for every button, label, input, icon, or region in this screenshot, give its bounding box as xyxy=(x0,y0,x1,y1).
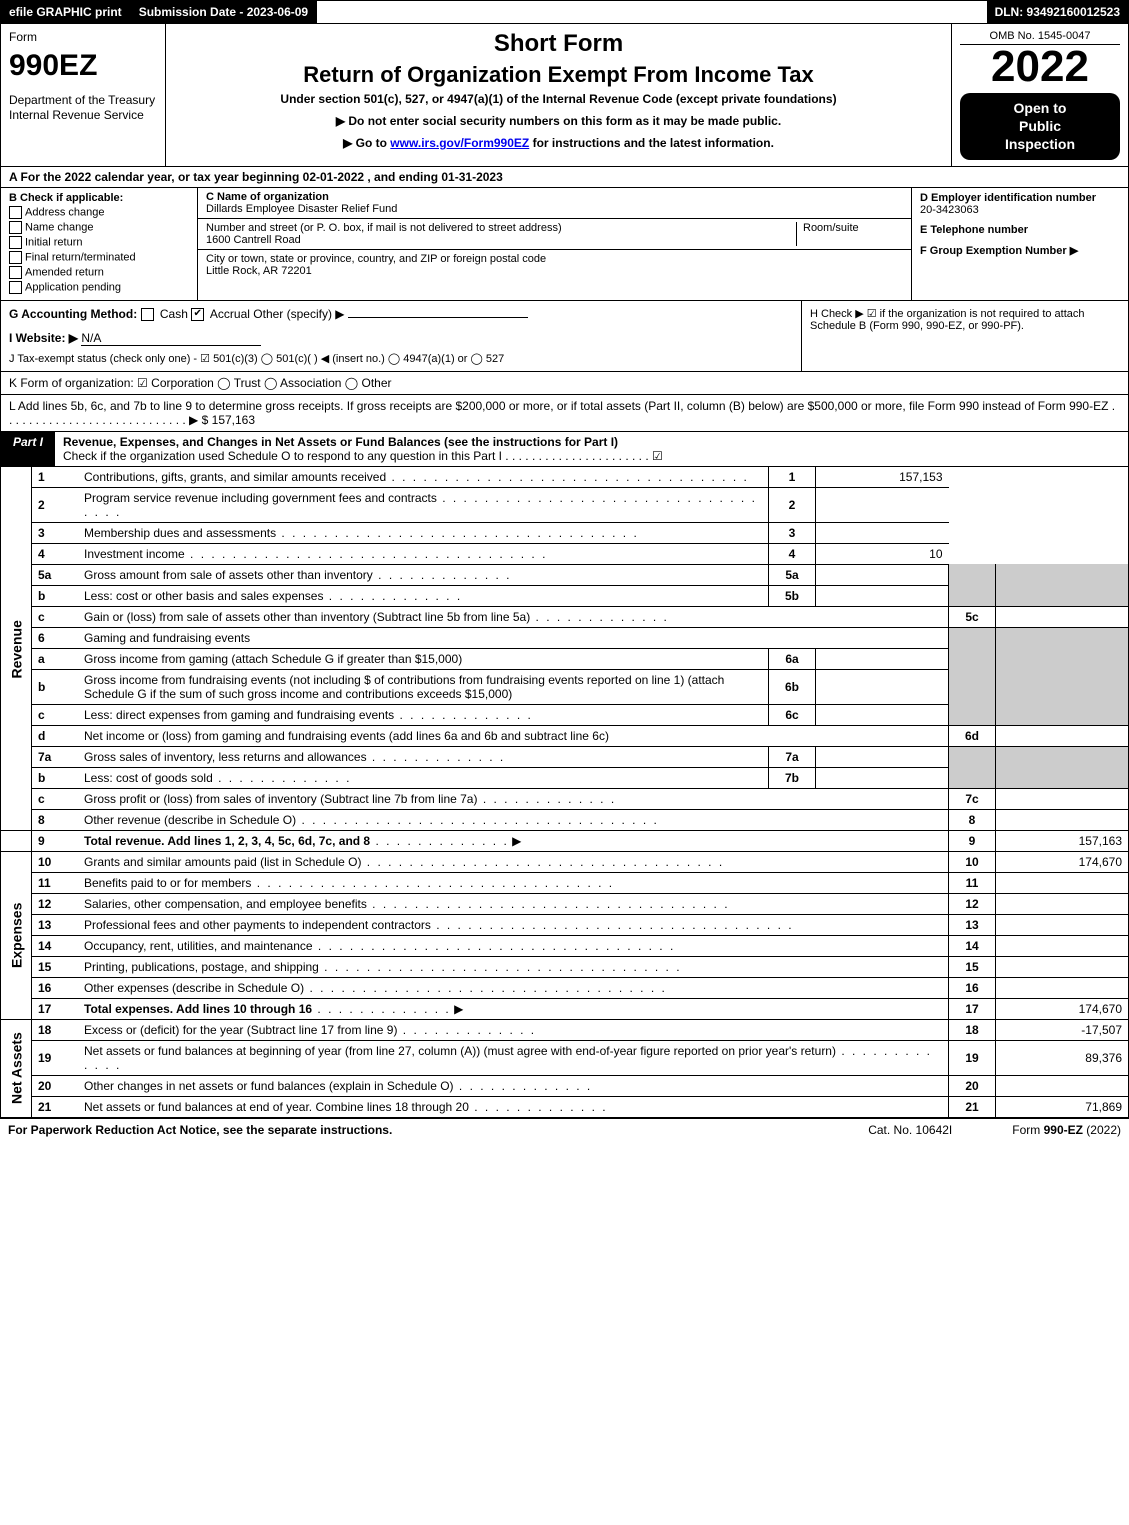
group-exemption-label: F Group Exemption Number ▶ xyxy=(920,244,1120,257)
instr-suffix: for instructions and the latest informat… xyxy=(529,136,774,150)
i-label: I Website: ▶ xyxy=(9,331,78,345)
ein-value: 20-3423063 xyxy=(920,204,1120,216)
form-word: Form xyxy=(9,30,157,46)
line-20: 20Other changes in net assets or fund ba… xyxy=(1,1075,1129,1096)
section-b: B Check if applicable: Address change Na… xyxy=(1,188,198,300)
side-revenue: Revenue xyxy=(1,467,32,831)
section-c: C Name of organization Dillards Employee… xyxy=(198,188,911,300)
line-2: 2Program service revenue including gover… xyxy=(1,487,1129,522)
instr-ssn: ▶ Do not enter social security numbers o… xyxy=(174,114,943,128)
ein-label: D Employer identification number xyxy=(920,192,1120,204)
efile-label: efile GRAPHIC print xyxy=(1,1,131,23)
footer-right: Form 990-EZ (2022) xyxy=(1012,1123,1121,1137)
instr-prefix: ▶ Go to xyxy=(343,136,390,150)
line-6d: dNet income or (loss) from gaming and fu… xyxy=(1,725,1129,746)
line-10: Expenses 10Grants and similar amounts pa… xyxy=(1,851,1129,872)
section-h: H Check ▶ ☑ if the organization is not r… xyxy=(801,301,1128,371)
return-title: Return of Organization Exempt From Incom… xyxy=(174,62,943,88)
section-l-amount: 157,163 xyxy=(212,413,255,427)
phone-label: E Telephone number xyxy=(920,224,1120,236)
header-right: OMB No. 1545-0047 2022 Open to Public In… xyxy=(952,24,1128,166)
line-5c: cGain or (loss) from sale of assets othe… xyxy=(1,606,1129,627)
part1-label: Part I xyxy=(1,432,55,466)
line-7c: cGross profit or (loss) from sales of in… xyxy=(1,788,1129,809)
line-4: 4Investment income410 xyxy=(1,543,1129,564)
cb-final-return[interactable]: Final return/terminated xyxy=(9,251,189,264)
line-1: Revenue 1 Contributions, gifts, grants, … xyxy=(1,467,1129,488)
footer-cat: Cat. No. 10642I xyxy=(868,1123,952,1137)
public-inspection-badge: Open to Public Inspection xyxy=(960,93,1120,160)
header-center: Short Form Return of Organization Exempt… xyxy=(166,24,952,166)
line-13: 13Professional fees and other payments t… xyxy=(1,914,1129,935)
line-11: 11Benefits paid to or for members11 xyxy=(1,872,1129,893)
line-6: 6Gaming and fundraising events xyxy=(1,627,1129,648)
org-name-label: C Name of organization xyxy=(206,191,903,203)
line-5a: 5aGross amount from sale of assets other… xyxy=(1,564,1129,585)
website-value: N/A xyxy=(81,331,261,346)
sections-d-e-f: D Employer identification number 20-3423… xyxy=(911,188,1128,300)
street-label: Number and street (or P. O. box, if mail… xyxy=(206,222,796,234)
dln: DLN: 93492160012523 xyxy=(987,1,1128,23)
sections-g-h: G Accounting Method: Cash Accrual Other … xyxy=(0,301,1129,372)
line-16: 16Other expenses (describe in Schedule O… xyxy=(1,977,1129,998)
tax-year: 2022 xyxy=(960,45,1120,89)
lines-table: Revenue 1 Contributions, gifts, grants, … xyxy=(0,467,1129,1118)
g-label: G Accounting Method: xyxy=(9,307,137,321)
cb-cash[interactable] xyxy=(141,308,154,321)
org-name: Dillards Employee Disaster Relief Fund xyxy=(206,203,903,215)
cb-address-change[interactable]: Address change xyxy=(9,206,189,219)
irs-link[interactable]: www.irs.gov/Form990EZ xyxy=(390,136,529,150)
page-footer: For Paperwork Reduction Act Notice, see … xyxy=(0,1118,1129,1141)
line-12: 12Salaries, other compensation, and empl… xyxy=(1,893,1129,914)
cb-application-pending[interactable]: Application pending xyxy=(9,281,189,294)
header-left: Form 990EZ Department of the Treasury In… xyxy=(1,24,166,166)
section-a-period: A For the 2022 calendar year, or tax yea… xyxy=(0,167,1129,188)
section-l-arrow: ▶ $ xyxy=(189,413,208,427)
line-3: 3Membership dues and assessments3 xyxy=(1,522,1129,543)
sections-b-through-f: B Check if applicable: Address change Na… xyxy=(0,188,1129,301)
part1-checked: ☑ xyxy=(652,449,663,463)
section-k: K Form of organization: ☑ Corporation ◯ … xyxy=(0,372,1129,395)
form-header: Form 990EZ Department of the Treasury In… xyxy=(0,24,1129,167)
line-21: 21Net assets or fund balances at end of … xyxy=(1,1096,1129,1117)
line-19: 19Net assets or fund balances at beginni… xyxy=(1,1040,1129,1075)
cb-accrual[interactable] xyxy=(191,308,204,321)
line-14: 14Occupancy, rent, utilities, and mainte… xyxy=(1,935,1129,956)
side-expenses: Expenses xyxy=(1,851,32,1019)
cb-name-change[interactable]: Name change xyxy=(9,221,189,234)
section-l-text: L Add lines 5b, 6c, and 7b to line 9 to … xyxy=(9,399,1108,413)
room-suite-label: Room/suite xyxy=(796,222,903,246)
line-18: Net Assets 18Excess or (deficit) for the… xyxy=(1,1019,1129,1040)
section-j: J Tax-exempt status (check only one) - ☑… xyxy=(9,352,793,365)
top-bar: efile GRAPHIC print Submission Date - 20… xyxy=(0,0,1129,24)
cb-amended-return[interactable]: Amended return xyxy=(9,266,189,279)
submission-date: Submission Date - 2023-06-09 xyxy=(131,1,317,23)
part1-header: Part I Revenue, Expenses, and Changes in… xyxy=(0,432,1129,467)
city-label: City or town, state or province, country… xyxy=(206,253,903,265)
city-value: Little Rock, AR 72201 xyxy=(206,265,903,277)
dept-label: Department of the Treasury Internal Reve… xyxy=(9,93,157,124)
side-netassets: Net Assets xyxy=(1,1019,32,1117)
section-b-title: B Check if applicable: xyxy=(9,192,189,204)
other-specify-input[interactable] xyxy=(348,317,528,318)
instr-goto: ▶ Go to www.irs.gov/Form990EZ for instru… xyxy=(174,136,943,150)
footer-left: For Paperwork Reduction Act Notice, see … xyxy=(8,1123,868,1137)
section-l: L Add lines 5b, 6c, and 7b to line 9 to … xyxy=(0,395,1129,432)
section-g: G Accounting Method: Cash Accrual Other … xyxy=(1,301,801,371)
form-number: 990EZ xyxy=(9,46,157,85)
short-form-title: Short Form xyxy=(174,30,943,58)
under-section: Under section 501(c), 527, or 4947(a)(1)… xyxy=(174,92,943,106)
part1-title: Revenue, Expenses, and Changes in Net As… xyxy=(55,432,1128,466)
line-8: 8Other revenue (describe in Schedule O)8 xyxy=(1,809,1129,830)
line-9: 9Total revenue. Add lines 1, 2, 3, 4, 5c… xyxy=(1,830,1129,851)
cb-initial-return[interactable]: Initial return xyxy=(9,236,189,249)
line-15: 15Printing, publications, postage, and s… xyxy=(1,956,1129,977)
street-value: 1600 Cantrell Road xyxy=(206,234,796,246)
line-7a: 7aGross sales of inventory, less returns… xyxy=(1,746,1129,767)
line-17: 17Total expenses. Add lines 10 through 1… xyxy=(1,998,1129,1019)
